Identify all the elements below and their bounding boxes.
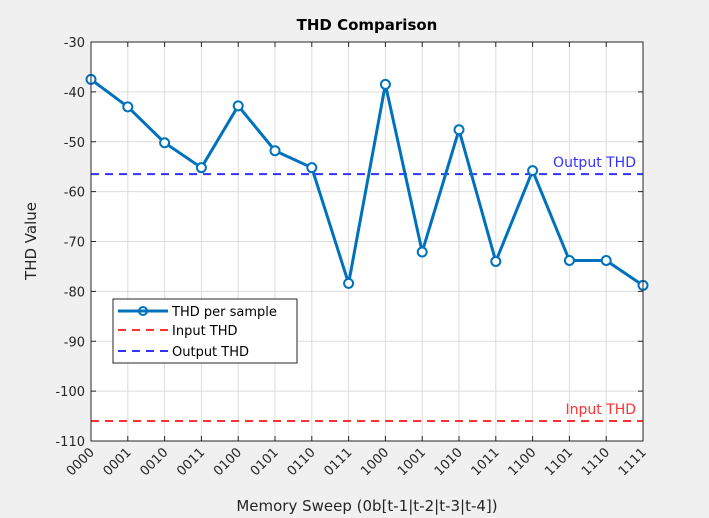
data-point	[159, 137, 171, 149]
y-tick-label: -50	[64, 136, 85, 151]
x-tick-label: 0111	[321, 445, 355, 479]
thd-series	[85, 73, 649, 291]
y-tick-label: -30	[64, 36, 85, 51]
data-point	[306, 162, 318, 174]
reference-lines	[91, 173, 643, 423]
y-tick-label: -100	[55, 385, 85, 400]
data-point	[195, 162, 207, 174]
x-tick-label: 0001	[101, 445, 135, 479]
legend-item-input-thd: Input THD	[118, 324, 238, 339]
legend-label-input-thd: Input THD	[172, 324, 238, 339]
annotation-output-thd: Output THD	[553, 155, 636, 171]
series-line-thd-per-sample	[90, 78, 644, 287]
x-axis-label: Memory Sweep (0b[t-1|t-2|t-3|t-4])	[236, 497, 497, 515]
data-point	[343, 277, 355, 289]
x-tick-label: 1100	[505, 445, 539, 479]
annotation-input-thd: Input THD	[565, 402, 636, 418]
legend-item-output-thd: Output THD	[118, 345, 249, 360]
x-tick-label: 1010	[432, 445, 466, 479]
data-point	[122, 101, 134, 113]
data-point	[490, 255, 502, 267]
x-tick-label: 1011	[469, 445, 503, 479]
data-point	[563, 254, 575, 266]
legend: THD per sample Input THD Output THD	[112, 298, 298, 364]
data-point	[600, 254, 612, 266]
data-point	[527, 165, 539, 177]
y-axis-label: THD Value	[22, 202, 40, 281]
y-tick-label: -80	[64, 285, 85, 300]
annotations: Output THD Input THD	[553, 155, 636, 418]
data-point	[269, 145, 281, 157]
legend-label-output-thd: Output THD	[172, 345, 249, 360]
x-tick-label: 0100	[211, 445, 245, 479]
y-tick-label: -40	[64, 86, 85, 101]
y-tick-label: -70	[64, 236, 85, 251]
x-tick-label: 1111	[616, 445, 650, 479]
x-tick-label: 0110	[285, 445, 319, 479]
x-tick-label: 0010	[137, 445, 171, 479]
data-point	[416, 246, 428, 258]
y-axis-ticks: -30 -40 -50 -60 -70 -80 -90 -100 -110	[55, 36, 643, 450]
x-tick-label: 1101	[542, 445, 576, 479]
legend-item-thd-per-sample: THD per sample	[118, 305, 277, 320]
chart-title: THD Comparison	[297, 16, 438, 34]
x-tick-label: 1001	[395, 445, 429, 479]
x-tick-label: 0000	[64, 445, 98, 479]
data-point	[453, 124, 465, 136]
x-tick-label: 0011	[174, 445, 208, 479]
legend-marker-icon	[138, 306, 148, 316]
data-point	[232, 100, 244, 112]
x-tick-label: 1110	[579, 445, 613, 479]
legend-label-thd-per-sample: THD per sample	[171, 305, 277, 320]
x-tick-label: 0101	[248, 445, 282, 479]
y-tick-label: -110	[55, 435, 85, 450]
y-tick-label: -60	[64, 186, 85, 201]
data-point	[379, 78, 391, 90]
x-tick-label: 1000	[358, 445, 392, 479]
y-tick-label: -90	[64, 335, 85, 350]
